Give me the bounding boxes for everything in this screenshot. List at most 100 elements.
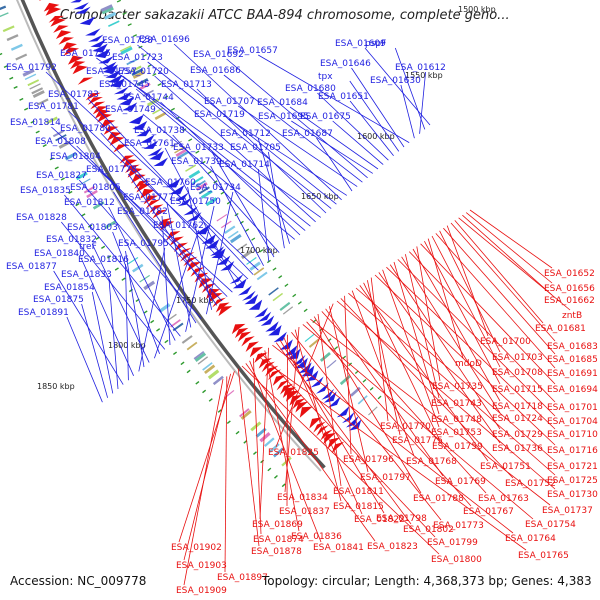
genome-summary: Topology: circular; Length: 4,368,373 bp…: [262, 574, 592, 588]
cog-feature-block: [27, 79, 40, 87]
forward-leader-line: [91, 160, 223, 302]
reverse-leader-line: [260, 352, 436, 538]
reverse-gene-label: ESA_01834: [277, 493, 328, 503]
cog-feature-block: [120, 46, 133, 55]
rna-feature-mark: [369, 386, 374, 391]
rna-feature-mark: [143, 310, 148, 314]
tick-label: 1800 kbp: [108, 341, 146, 350]
cog-feature-block: [132, 70, 145, 79]
reverse-leader-line: [313, 316, 422, 494]
cog-feature-block: [259, 432, 271, 443]
forward-leader-line: [223, 74, 363, 183]
backbone-arc: [16, 0, 326, 472]
cog-feature-block: [181, 335, 193, 344]
reverse-gene-arrow: [258, 357, 272, 369]
reverse-gene-label: ESA_01909: [176, 586, 227, 596]
reverse-leader-line: [237, 368, 260, 547]
cog-feature-block: [131, 68, 144, 77]
backbone-shadow: [16, 0, 322, 472]
reverse-gene-label: ESA_01897: [217, 573, 268, 583]
reverse-gene-label: ESA_01763: [478, 494, 529, 504]
tick-label: 1650 kbp: [301, 192, 339, 201]
cog-feature-block: [86, 189, 98, 199]
reverse-gene-label: ESA_01769: [435, 477, 486, 487]
reverse-gene-label: ESA_01718: [492, 402, 543, 412]
reverse-gene-arrow: [280, 383, 294, 395]
forward-gene-label: ESA_01738: [134, 126, 185, 136]
reverse-gene-arrow: [249, 346, 264, 358]
forward-gene-label: pspF: [365, 39, 386, 49]
forward-leader-line: [394, 47, 426, 130]
cog-feature-block: [204, 364, 216, 375]
reverse-gene-arrow: [237, 331, 252, 342]
forward-gene-label: ESA_01755: [60, 49, 111, 59]
forward-gene-label: ESA_01728: [102, 36, 153, 46]
reverse-gene-label: ESA_01799: [427, 538, 478, 548]
reverse-gene-arrow: [272, 375, 286, 386]
reverse-leader-line: [405, 254, 440, 399]
forward-gene-arrow: [101, 61, 117, 70]
rna-feature-mark: [259, 249, 264, 253]
forward-gene-arrow: [257, 311, 272, 322]
reverse-gene-arrow: [61, 42, 77, 52]
rna-feature-mark: [207, 170, 212, 175]
reverse-gene-label: ESA_01811: [333, 487, 384, 497]
forward-leader-line: [164, 147, 238, 288]
forward-gene-label: ESA_01761: [124, 139, 175, 149]
reverse-leader-line: [439, 230, 501, 353]
reverse-gene-arrow: [55, 30, 72, 39]
cog-feature-block: [32, 90, 45, 98]
rna-feature-mark: [81, 213, 86, 217]
reverse-gene-label: ESA_01652: [544, 269, 595, 279]
forward-gene-label: ESA_01723: [112, 53, 163, 63]
cog-feature-block: [36, 98, 49, 106]
reverse-gene-label: ESA_01770: [380, 422, 431, 432]
rna-feature-mark: [152, 73, 157, 77]
reverse-leader-line: [351, 290, 415, 457]
rna-feature-mark: [226, 420, 231, 425]
reverse-leader-line: [253, 358, 262, 535]
reverse-gene-label: ESA_01735: [432, 382, 483, 392]
cog-feature-block: [55, 134, 67, 142]
cog-feature-block: [186, 341, 198, 351]
reverse-leader-line: [355, 287, 556, 462]
reverse-gene-arrow: [140, 188, 155, 199]
reverse-gene-arrow: [285, 390, 299, 402]
forward-leader-line: [257, 168, 270, 262]
cog-feature-block: [207, 369, 220, 380]
forward-gene-arrow: [248, 299, 263, 310]
rna-feature-mark: [303, 308, 308, 313]
forward-gene-label: ESA_01680: [285, 84, 336, 94]
reverse-gene-label: ESA_01869: [252, 520, 303, 530]
cog-feature-block: [198, 186, 210, 195]
forward-gene-arrow: [147, 147, 163, 156]
forward-leader-line: [187, 186, 212, 310]
forward-gene-label: ESA_01687: [282, 129, 333, 139]
forward-gene-label: ESA_01757: [86, 67, 137, 77]
reverse-gene-arrow: [72, 65, 88, 75]
rna-feature-mark: [297, 301, 302, 305]
rna-feature-mark: [3, 65, 8, 69]
cog-feature-block: [253, 267, 265, 276]
forward-gene-label: ESA_01720: [118, 67, 169, 77]
reverse-leader-line: [329, 306, 369, 473]
rna-feature-mark: [235, 430, 240, 435]
reverse-gene-arrow: [201, 283, 216, 294]
reverse-gene-label: ESA_01708: [492, 368, 543, 378]
reverse-gene-label: ESA_01837: [279, 507, 330, 517]
forward-gene-arrow: [328, 396, 341, 408]
forward-gene-label: ESA_01803: [67, 223, 118, 233]
rna-feature-mark: [0, 52, 3, 56]
reverse-gene-label: ESA_01715: [492, 385, 543, 395]
forward-leader-line: [51, 126, 233, 293]
rna-feature-mark: [292, 293, 297, 298]
reverse-leader-line: [454, 220, 544, 324]
rna-feature-mark: [142, 54, 147, 58]
forward-leader-line: [154, 229, 200, 359]
reverse-gene-label: mdoD: [455, 359, 482, 369]
forward-gene-arrow: [119, 96, 135, 106]
rna-feature-mark: [195, 150, 200, 154]
reverse-gene-arrow: [231, 323, 246, 335]
reverse-gene-label: ESA_01685: [547, 355, 598, 365]
